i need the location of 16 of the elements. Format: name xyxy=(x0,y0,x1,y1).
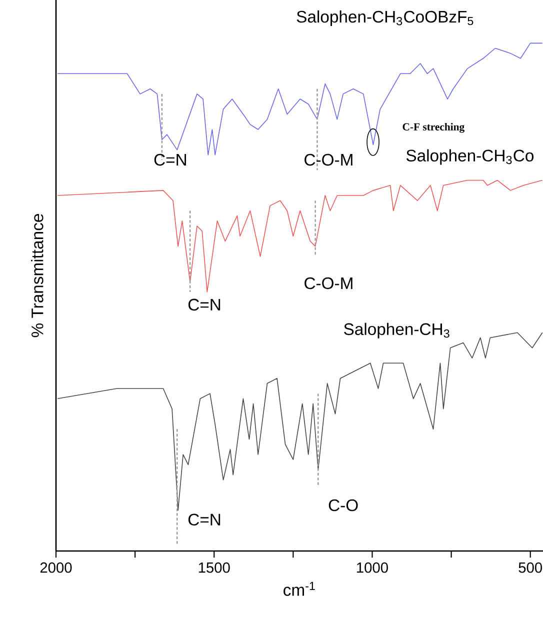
x-tick-label: 500 xyxy=(518,562,542,573)
x-tick-label: 1500 xyxy=(198,562,230,573)
x-axis-title: cm$^{-1}$ xyxy=(284,582,315,596)
annotation: C=N xyxy=(188,298,220,311)
annotation: C-O-M xyxy=(304,277,352,290)
annotation: C=N xyxy=(154,154,186,166)
annotation: C-O xyxy=(328,499,358,512)
x-tick-label: 2000 xyxy=(40,562,72,573)
series-label: Salophen-CH$_{3}$CoOBzF$_{5}$ xyxy=(296,10,474,26)
annotation: C-O-M xyxy=(304,154,352,166)
annotation: C-F streching xyxy=(402,122,464,133)
annotation: C=N xyxy=(188,514,220,526)
y-axis-title: % Transmittance xyxy=(31,214,44,338)
series-label: Salophen-CH$_{3}$ xyxy=(344,322,450,338)
series-label: Salophen-CH$_{3}$Co xyxy=(406,149,534,165)
x-tick-label: 1000 xyxy=(357,562,388,573)
